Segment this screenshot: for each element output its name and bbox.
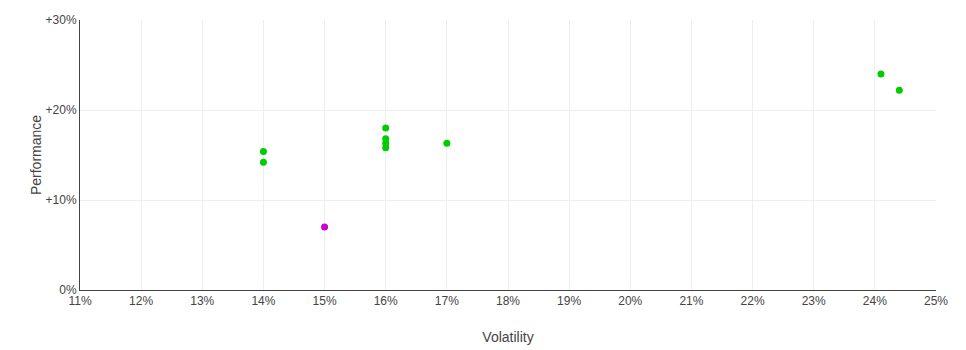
svg-text:23%: 23% xyxy=(802,294,826,308)
svg-text:16%: 16% xyxy=(374,294,398,308)
svg-text:17%: 17% xyxy=(435,294,459,308)
svg-text:24%: 24% xyxy=(863,294,887,308)
svg-text:18%: 18% xyxy=(496,294,520,308)
svg-text:13%: 13% xyxy=(190,294,214,308)
svg-text:12%: 12% xyxy=(129,294,153,308)
svg-text:14%: 14% xyxy=(251,294,275,308)
svg-text:22%: 22% xyxy=(741,294,765,308)
svg-text:21%: 21% xyxy=(679,294,703,308)
svg-text:+20%: +20% xyxy=(46,103,77,117)
svg-text:25%: 25% xyxy=(924,294,948,308)
svg-text:Performance: Performance xyxy=(28,115,44,195)
svg-text:+10%: +10% xyxy=(46,193,77,207)
svg-text:0%: 0% xyxy=(59,283,77,297)
svg-text:Volatility: Volatility xyxy=(482,329,533,345)
svg-text:15%: 15% xyxy=(313,294,337,308)
svg-text:20%: 20% xyxy=(618,294,642,308)
svg-text:19%: 19% xyxy=(557,294,581,308)
svg-text:+30%: +30% xyxy=(46,13,77,27)
svg-text:11%: 11% xyxy=(68,294,91,308)
